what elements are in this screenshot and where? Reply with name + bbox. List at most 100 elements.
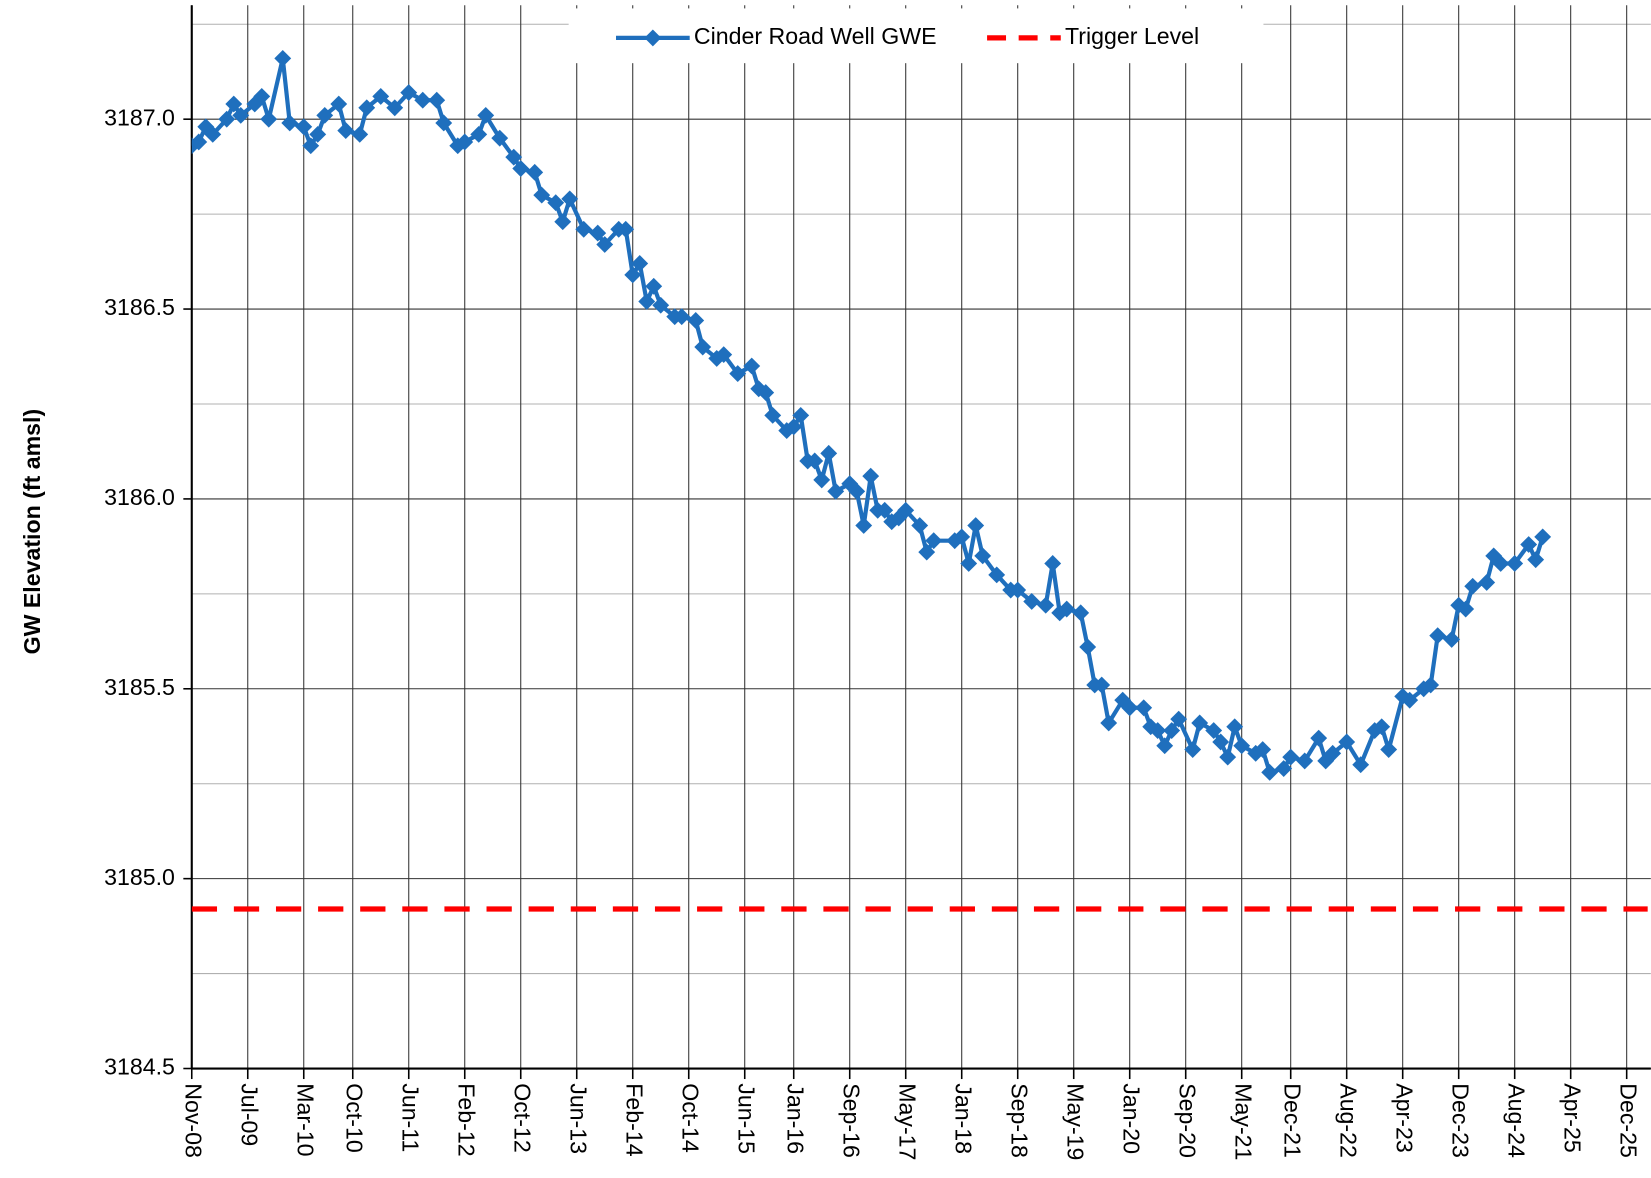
x-tick-label: Sep-18 — [1007, 1083, 1033, 1158]
data-point — [820, 444, 838, 462]
data-point — [1380, 741, 1398, 758]
x-tick-label: May-17 — [895, 1083, 921, 1160]
x-tick-label: Jun-13 — [566, 1083, 592, 1154]
data-point — [1338, 733, 1356, 751]
legend: Cinder Road Well GWE Trigger Level — [568, 8, 1264, 64]
x-tick-label: Dec-23 — [1448, 1083, 1474, 1158]
data-point — [337, 122, 355, 139]
x-tick-label: Sep-20 — [1175, 1083, 1201, 1158]
data-point — [253, 87, 271, 105]
data-point — [295, 118, 313, 136]
data-point — [1072, 604, 1090, 622]
x-tick-label: May-19 — [1063, 1083, 1089, 1160]
data-point — [191, 133, 208, 151]
data-point — [1079, 638, 1097, 656]
x-tick-label: Jun-11 — [398, 1083, 424, 1152]
data-point — [414, 91, 432, 109]
data-point — [1352, 756, 1370, 774]
data-point — [512, 160, 530, 177]
data-point — [918, 543, 936, 561]
data-point — [589, 224, 607, 242]
data-point — [1506, 555, 1524, 572]
data-point — [260, 110, 278, 128]
data-point — [1226, 718, 1244, 736]
data-point — [960, 555, 978, 572]
data-point — [1373, 718, 1391, 736]
x-tick-label: Feb-12 — [454, 1083, 480, 1156]
data-point — [470, 125, 488, 143]
x-tick-label: Jan-20 — [1119, 1083, 1145, 1154]
data-point — [1044, 555, 1062, 572]
y-tick-label: 3187.0 — [104, 104, 175, 130]
x-tick-label: Aug-24 — [1504, 1083, 1530, 1158]
data-point — [218, 110, 236, 128]
data-point — [673, 308, 691, 326]
data-point — [855, 517, 873, 534]
data-point — [617, 220, 635, 238]
data-point — [645, 277, 663, 295]
data-point — [561, 190, 579, 208]
data-point — [554, 213, 572, 231]
data-point — [505, 148, 523, 166]
data-point — [1093, 676, 1111, 694]
x-tick-label: Feb-14 — [622, 1083, 648, 1156]
data-point — [827, 482, 845, 500]
data-point — [1401, 691, 1419, 709]
data-point — [428, 91, 446, 109]
x-tick-label: Jan-16 — [783, 1083, 809, 1154]
x-tick-label: Aug-22 — [1336, 1083, 1362, 1158]
x-tick-label: Dec-25 — [1616, 1083, 1642, 1158]
data-point — [1443, 630, 1461, 648]
data-point — [785, 418, 803, 436]
data-point — [897, 501, 915, 519]
data-point — [358, 99, 376, 117]
data-point — [575, 220, 593, 238]
y-axis-label: GW Elevation (ft amsl) — [19, 409, 45, 655]
data-point — [281, 114, 299, 132]
x-tick-label: Apr-23 — [1392, 1083, 1418, 1152]
x-tick-label: Oct-12 — [510, 1083, 536, 1152]
x-tick-label: Dec-21 — [1280, 1083, 1306, 1158]
data-point — [638, 293, 656, 310]
data-point — [631, 255, 649, 272]
data-point — [372, 87, 390, 105]
x-tick-label: Apr-25 — [1560, 1083, 1586, 1152]
data-point — [547, 194, 565, 212]
series-line — [191, 56, 1545, 775]
data-point — [309, 125, 327, 143]
x-tick-label: May-21 — [1231, 1083, 1257, 1160]
y-tick-label: 3186.5 — [104, 294, 175, 320]
data-point — [596, 236, 614, 253]
data-point — [1429, 627, 1447, 645]
y-tick-label: 3184.5 — [104, 1054, 175, 1080]
data-point — [624, 266, 642, 284]
data-point — [1058, 600, 1076, 618]
data-point — [1135, 699, 1153, 717]
data-point — [1170, 710, 1188, 728]
data-point — [792, 406, 810, 424]
y-tick-label: 3185.5 — [104, 674, 175, 700]
data-point — [1534, 528, 1552, 546]
data-point — [687, 312, 705, 329]
data-point — [274, 50, 292, 67]
series — [191, 50, 1552, 781]
legend-marker — [644, 29, 662, 47]
data-point — [1163, 722, 1181, 739]
data-point — [1527, 551, 1545, 569]
legend-label: Cinder Road Well GWE — [694, 23, 937, 49]
data-point — [1184, 741, 1202, 758]
x-tick-label: Sep-16 — [839, 1083, 865, 1158]
data-point — [1205, 722, 1223, 739]
data-point — [197, 118, 215, 136]
data-point — [1191, 714, 1209, 732]
x-tick-label: Jul-09 — [237, 1083, 263, 1146]
data-point — [246, 95, 264, 113]
x-tick-label: Oct-14 — [678, 1083, 704, 1153]
data-point — [743, 357, 761, 375]
data-point — [1037, 596, 1055, 614]
data-point — [204, 125, 222, 143]
y-tick-label: 3185.0 — [104, 864, 175, 890]
data-point — [925, 532, 943, 550]
